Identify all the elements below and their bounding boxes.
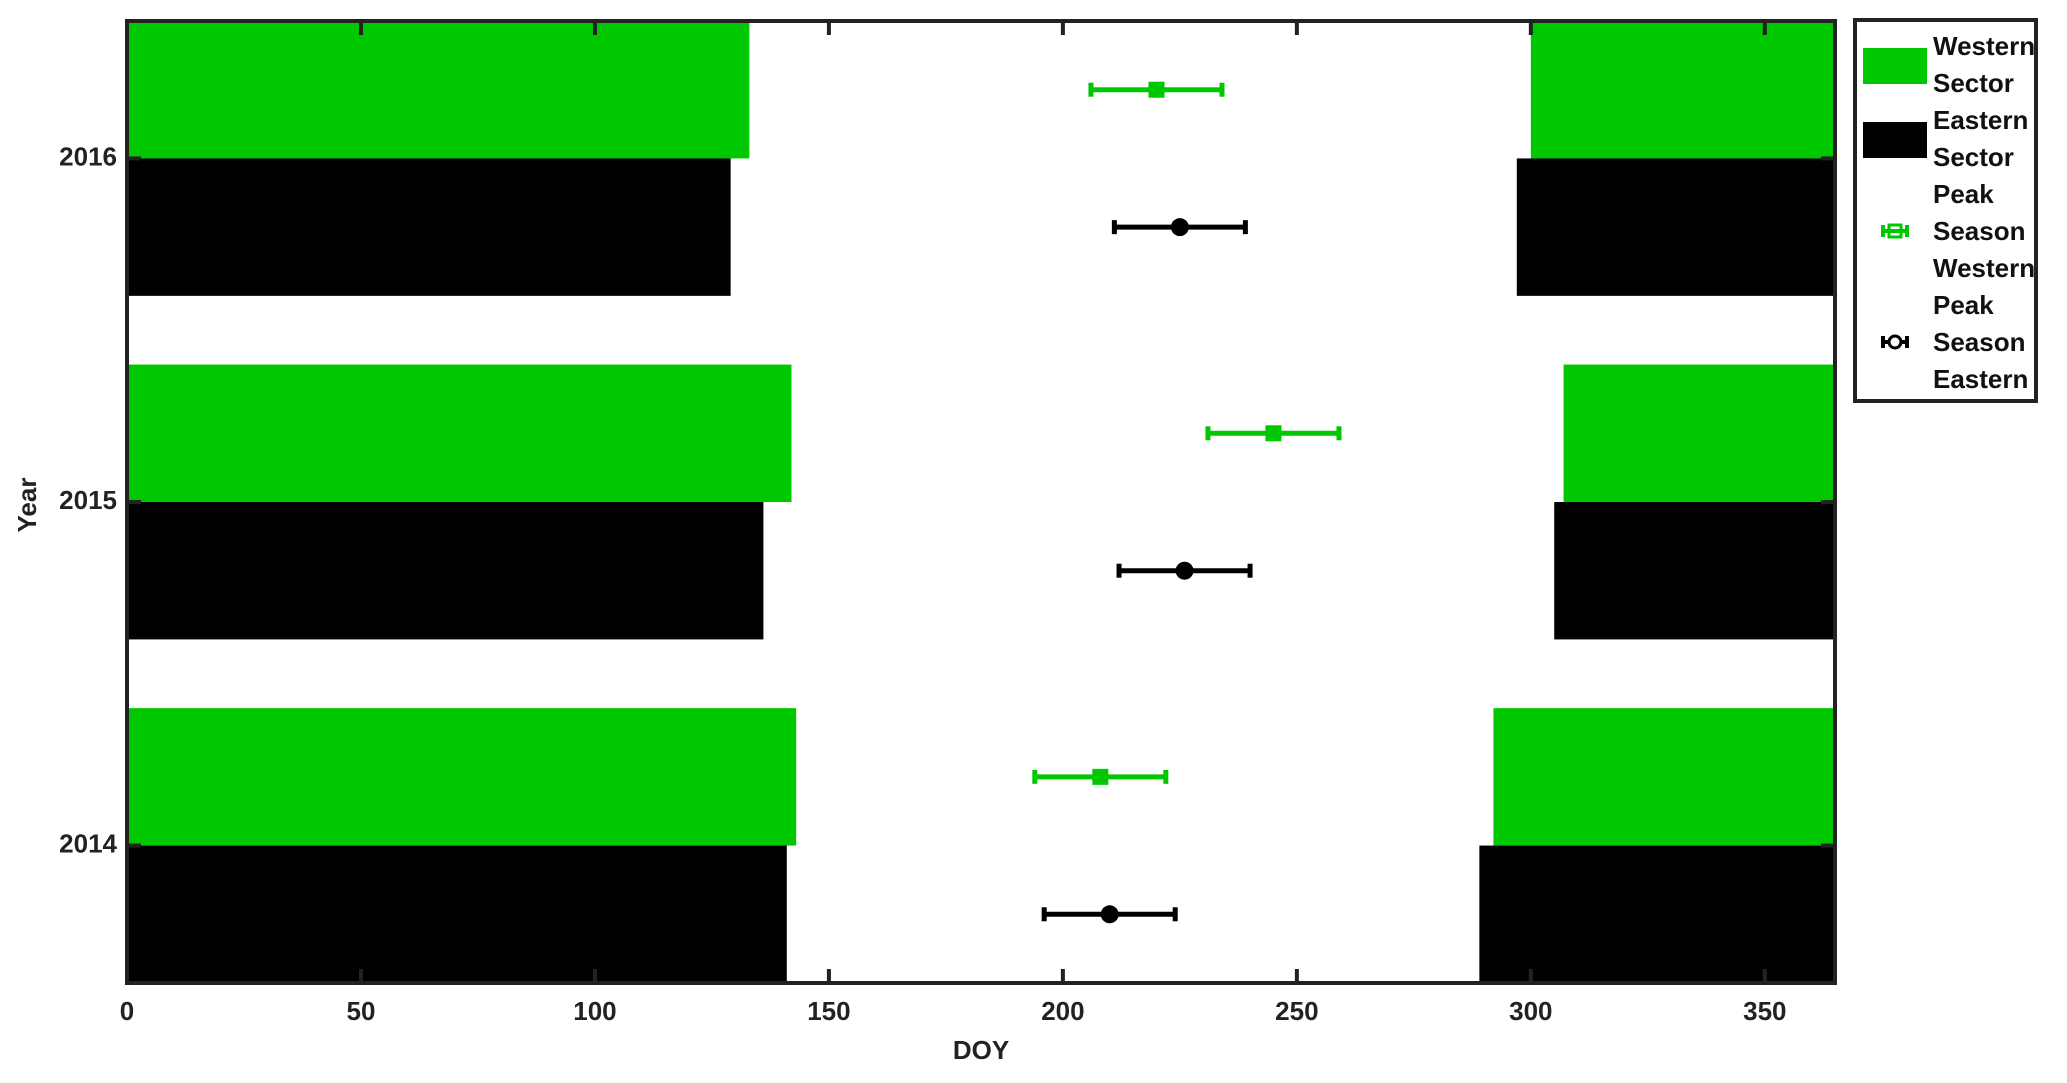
- legend-entry: Western Sector: [1857, 28, 2036, 102]
- season-bar: [1530, 21, 1835, 159]
- legend-entry: Peak Season Eastern: [1857, 287, 2034, 398]
- peak-marker: [1092, 768, 1109, 785]
- x-tick-label: 100: [573, 996, 616, 1026]
- season-bar: [127, 845, 787, 983]
- x-axis-label: DOY: [953, 1035, 1009, 1065]
- x-tick-label: 200: [1041, 996, 1084, 1026]
- y-tick-label: 2014: [59, 828, 117, 858]
- y-tick-label: 2016: [59, 141, 117, 171]
- legend-swatch: [1863, 122, 1927, 158]
- legend: Western Sector Eastern Sector Peak Season …: [1853, 18, 2038, 403]
- x-tick-label: 150: [807, 996, 850, 1026]
- error-bar: [1032, 768, 1169, 785]
- peak-marker: [1148, 81, 1165, 98]
- legend-icon: [1863, 48, 1927, 84]
- season-bar: [1493, 708, 1835, 846]
- peak-marker: [1175, 561, 1194, 580]
- peak-marker: [1265, 425, 1282, 442]
- legend-label: Western Sector: [1933, 31, 2036, 98]
- season-bar: [127, 158, 731, 296]
- season-bar: [1563, 364, 1835, 502]
- error-bar: [1205, 425, 1342, 442]
- legend-entry: Eastern Sector: [1857, 102, 2034, 176]
- y-axis-label: Year: [12, 478, 42, 533]
- x-tick-label: 300: [1509, 996, 1552, 1026]
- season-bar: [127, 502, 764, 640]
- error-bar: [1111, 218, 1248, 237]
- season-bar: [127, 364, 792, 502]
- x-tick-label: 350: [1743, 996, 1786, 1026]
- legend-icon: [1881, 223, 1909, 239]
- legend-marker: [1887, 334, 1903, 350]
- error-bar: [1116, 561, 1253, 580]
- x-tick-label: 50: [347, 996, 376, 1026]
- legend-swatch: [1863, 48, 1927, 84]
- season-bar: [1479, 845, 1835, 983]
- legend-label: Eastern Sector: [1933, 105, 2029, 172]
- season-bar: [127, 21, 750, 159]
- legend-icon: [1863, 122, 1927, 158]
- error-bar: [1088, 81, 1225, 98]
- legend-label: Peak Season Eastern: [1933, 290, 2029, 394]
- legend-marker: [1887, 223, 1903, 239]
- x-tick-label: 0: [120, 996, 134, 1026]
- season-bar: [1554, 502, 1835, 640]
- x-tick-label: 250: [1275, 996, 1318, 1026]
- error-bar: [1041, 905, 1178, 924]
- season-bar: [1516, 158, 1835, 296]
- y-tick-label: 2015: [59, 485, 117, 515]
- peak-marker: [1100, 905, 1119, 924]
- peak-marker: [1170, 218, 1189, 237]
- legend-icon: [1881, 334, 1909, 350]
- legend-label: Peak Season Western: [1933, 179, 2036, 283]
- season-bar: [127, 708, 797, 846]
- legend-entry: Peak Season Western: [1857, 176, 2036, 287]
